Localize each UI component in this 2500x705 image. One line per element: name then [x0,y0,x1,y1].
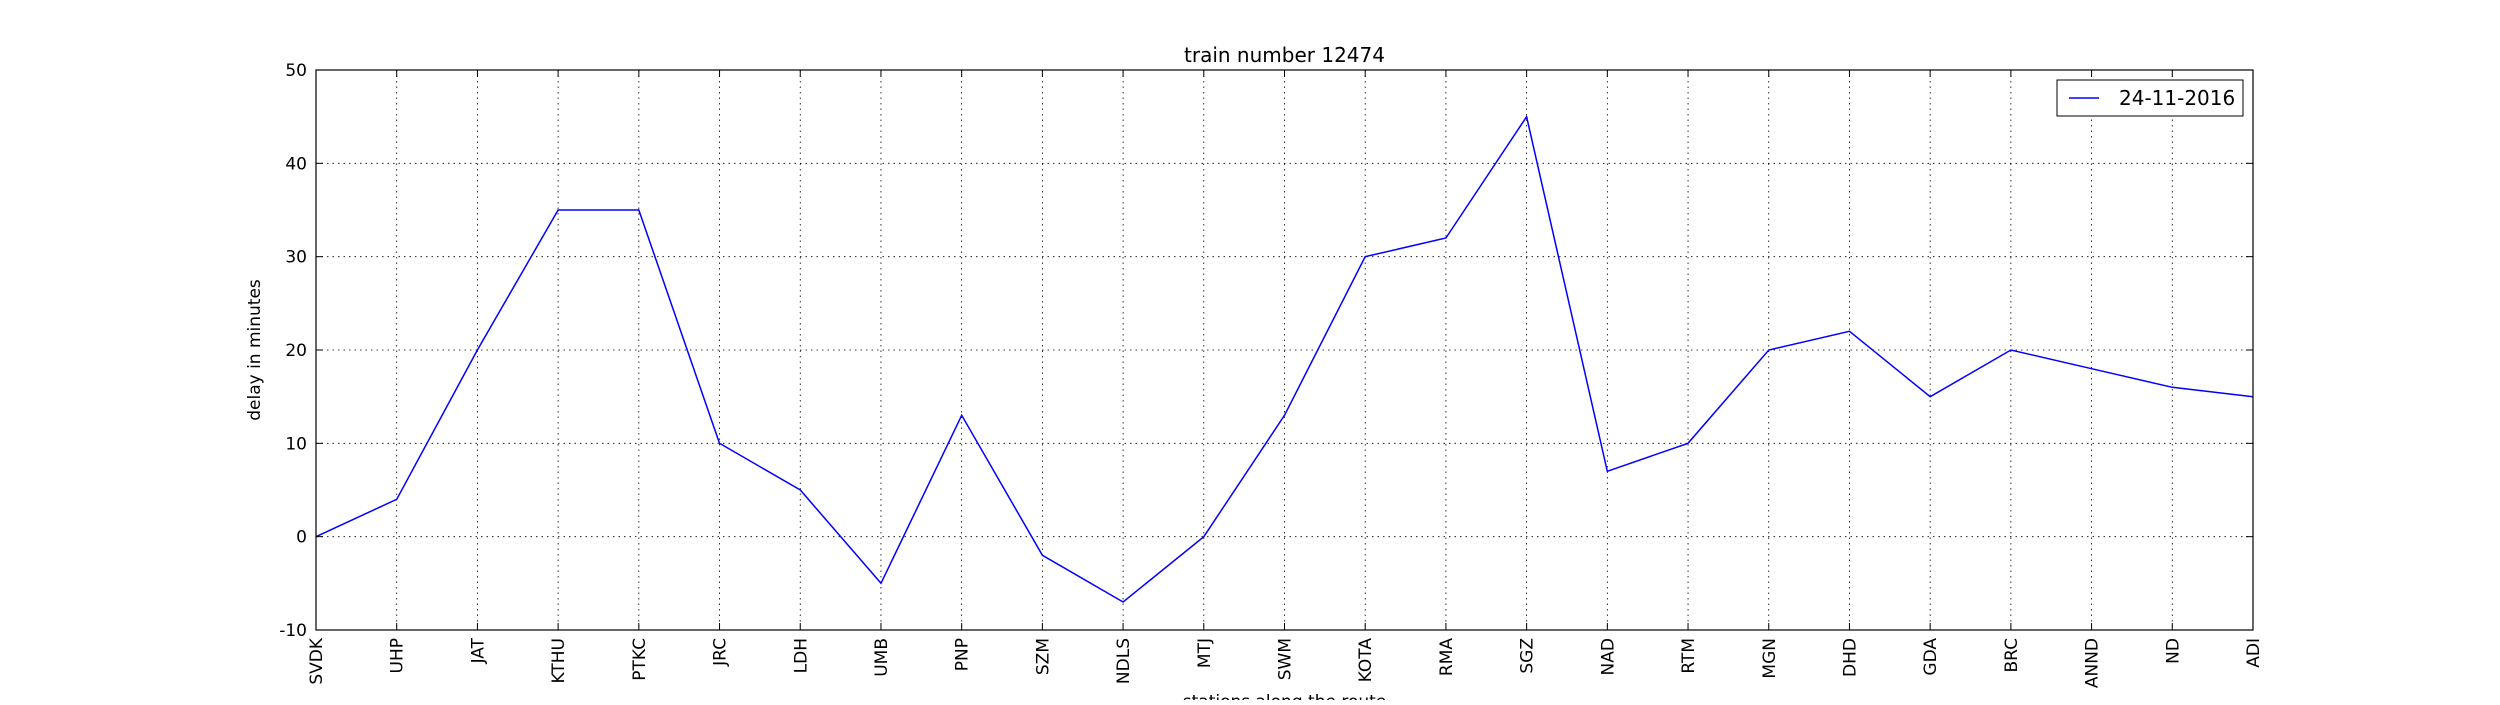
x-tick-label: SZM [1033,638,1053,675]
chart-title: train number 12474 [1184,43,1385,67]
x-axis-label: stations along the route [1183,692,1387,700]
x-tick-label: ND [2163,638,2183,664]
x-tick-label: UMB [872,638,892,677]
x-tick-label: PNP [953,638,973,671]
series-line [315,114,2254,603]
series-layer [315,114,2254,603]
x-tick-label: PTKC [630,638,650,681]
y-tick-label: 10 [285,434,307,454]
x-tick-label: LDH [791,638,811,673]
x-tick-label: JAT [468,637,488,664]
x-tick-label: MTJ [1195,638,1215,668]
x-tick-label: MGN [1760,638,1780,679]
x-tick-label: SVDK [307,637,327,685]
x-tick-label: RTM [1679,638,1699,674]
x-tick-label: JRC [711,638,731,667]
x-tick-label: BRC [2002,638,2022,673]
x-tick-label: SWM [1276,638,1296,680]
y-tick-label: 50 [285,61,307,81]
x-tick-label: SGZ [1518,638,1538,674]
x-tick-label: UHP [388,638,408,673]
x-tick-label: ANND [2083,638,2103,688]
y-tick-label: 20 [285,341,307,361]
grid-lines [315,69,2254,631]
y-axis-label: delay in minutes [245,279,265,421]
legend: 24-11-2016 [2056,79,2244,117]
x-tick-label: KTHU [549,638,569,683]
x-tick-label: ADI [2244,638,2264,668]
x-tick-label: RMA [1437,638,1457,676]
x-axis-ticks: SVDK UHP JAT KTHU PTKC JRC LDH UMB PNP SZM NDLS MTJ… [307,70,2264,688]
y-tick-label: 30 [285,248,307,268]
x-tick-label: NDLS [1114,638,1134,684]
x-tick-label: GDA [1921,638,1941,676]
x-tick-label: NAD [1598,638,1618,675]
y-axis-ticks: -10 0 10 20 30 40 50 [279,61,2253,641]
legend-label: 24-11-2016 [2119,86,2235,110]
x-tick-label: DHD [1840,638,1860,677]
x-tick-label: KOTA [1356,638,1376,683]
y-tick-label: 40 [285,154,307,174]
y-tick-label: -10 [279,621,307,641]
y-tick-label: 0 [296,528,307,548]
